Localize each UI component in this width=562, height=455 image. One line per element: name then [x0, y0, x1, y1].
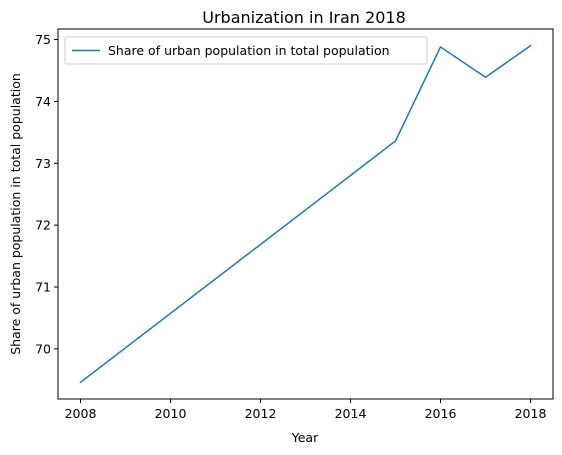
y-tick-label: 74	[35, 94, 51, 109]
legend-box	[64, 36, 428, 65]
series-line	[79, 44, 532, 384]
x-axis: 2008 2010 2012 2014 2016 2018	[65, 399, 547, 421]
y-axis: 70 71 72 73 74 75	[35, 32, 58, 356]
plot-frame	[57, 28, 554, 400]
y-tick-label: 71	[35, 280, 51, 295]
x-tick-label: 2018	[515, 406, 547, 421]
y-tick-label: 70	[35, 341, 51, 356]
y-tick-label: 73	[35, 156, 51, 171]
y-tick-label: 72	[35, 218, 51, 233]
chart-title: Urbanization in Iran 2018	[202, 8, 406, 27]
x-axis-label: Year	[291, 430, 319, 445]
y-tick-label: 75	[35, 32, 51, 47]
x-tick-label: 2012	[245, 406, 277, 421]
x-tick-label: 2016	[425, 406, 457, 421]
series-group	[79, 44, 532, 384]
y-axis-label: Share of urban population in total popul…	[8, 73, 23, 355]
x-tick-label: 2010	[155, 406, 187, 421]
legend: Share of urban population in total popul…	[64, 36, 428, 65]
x-tick-label: 2008	[65, 406, 97, 421]
x-tick-label: 2014	[335, 406, 367, 421]
legend-label: Share of urban population in total popul…	[108, 43, 390, 58]
